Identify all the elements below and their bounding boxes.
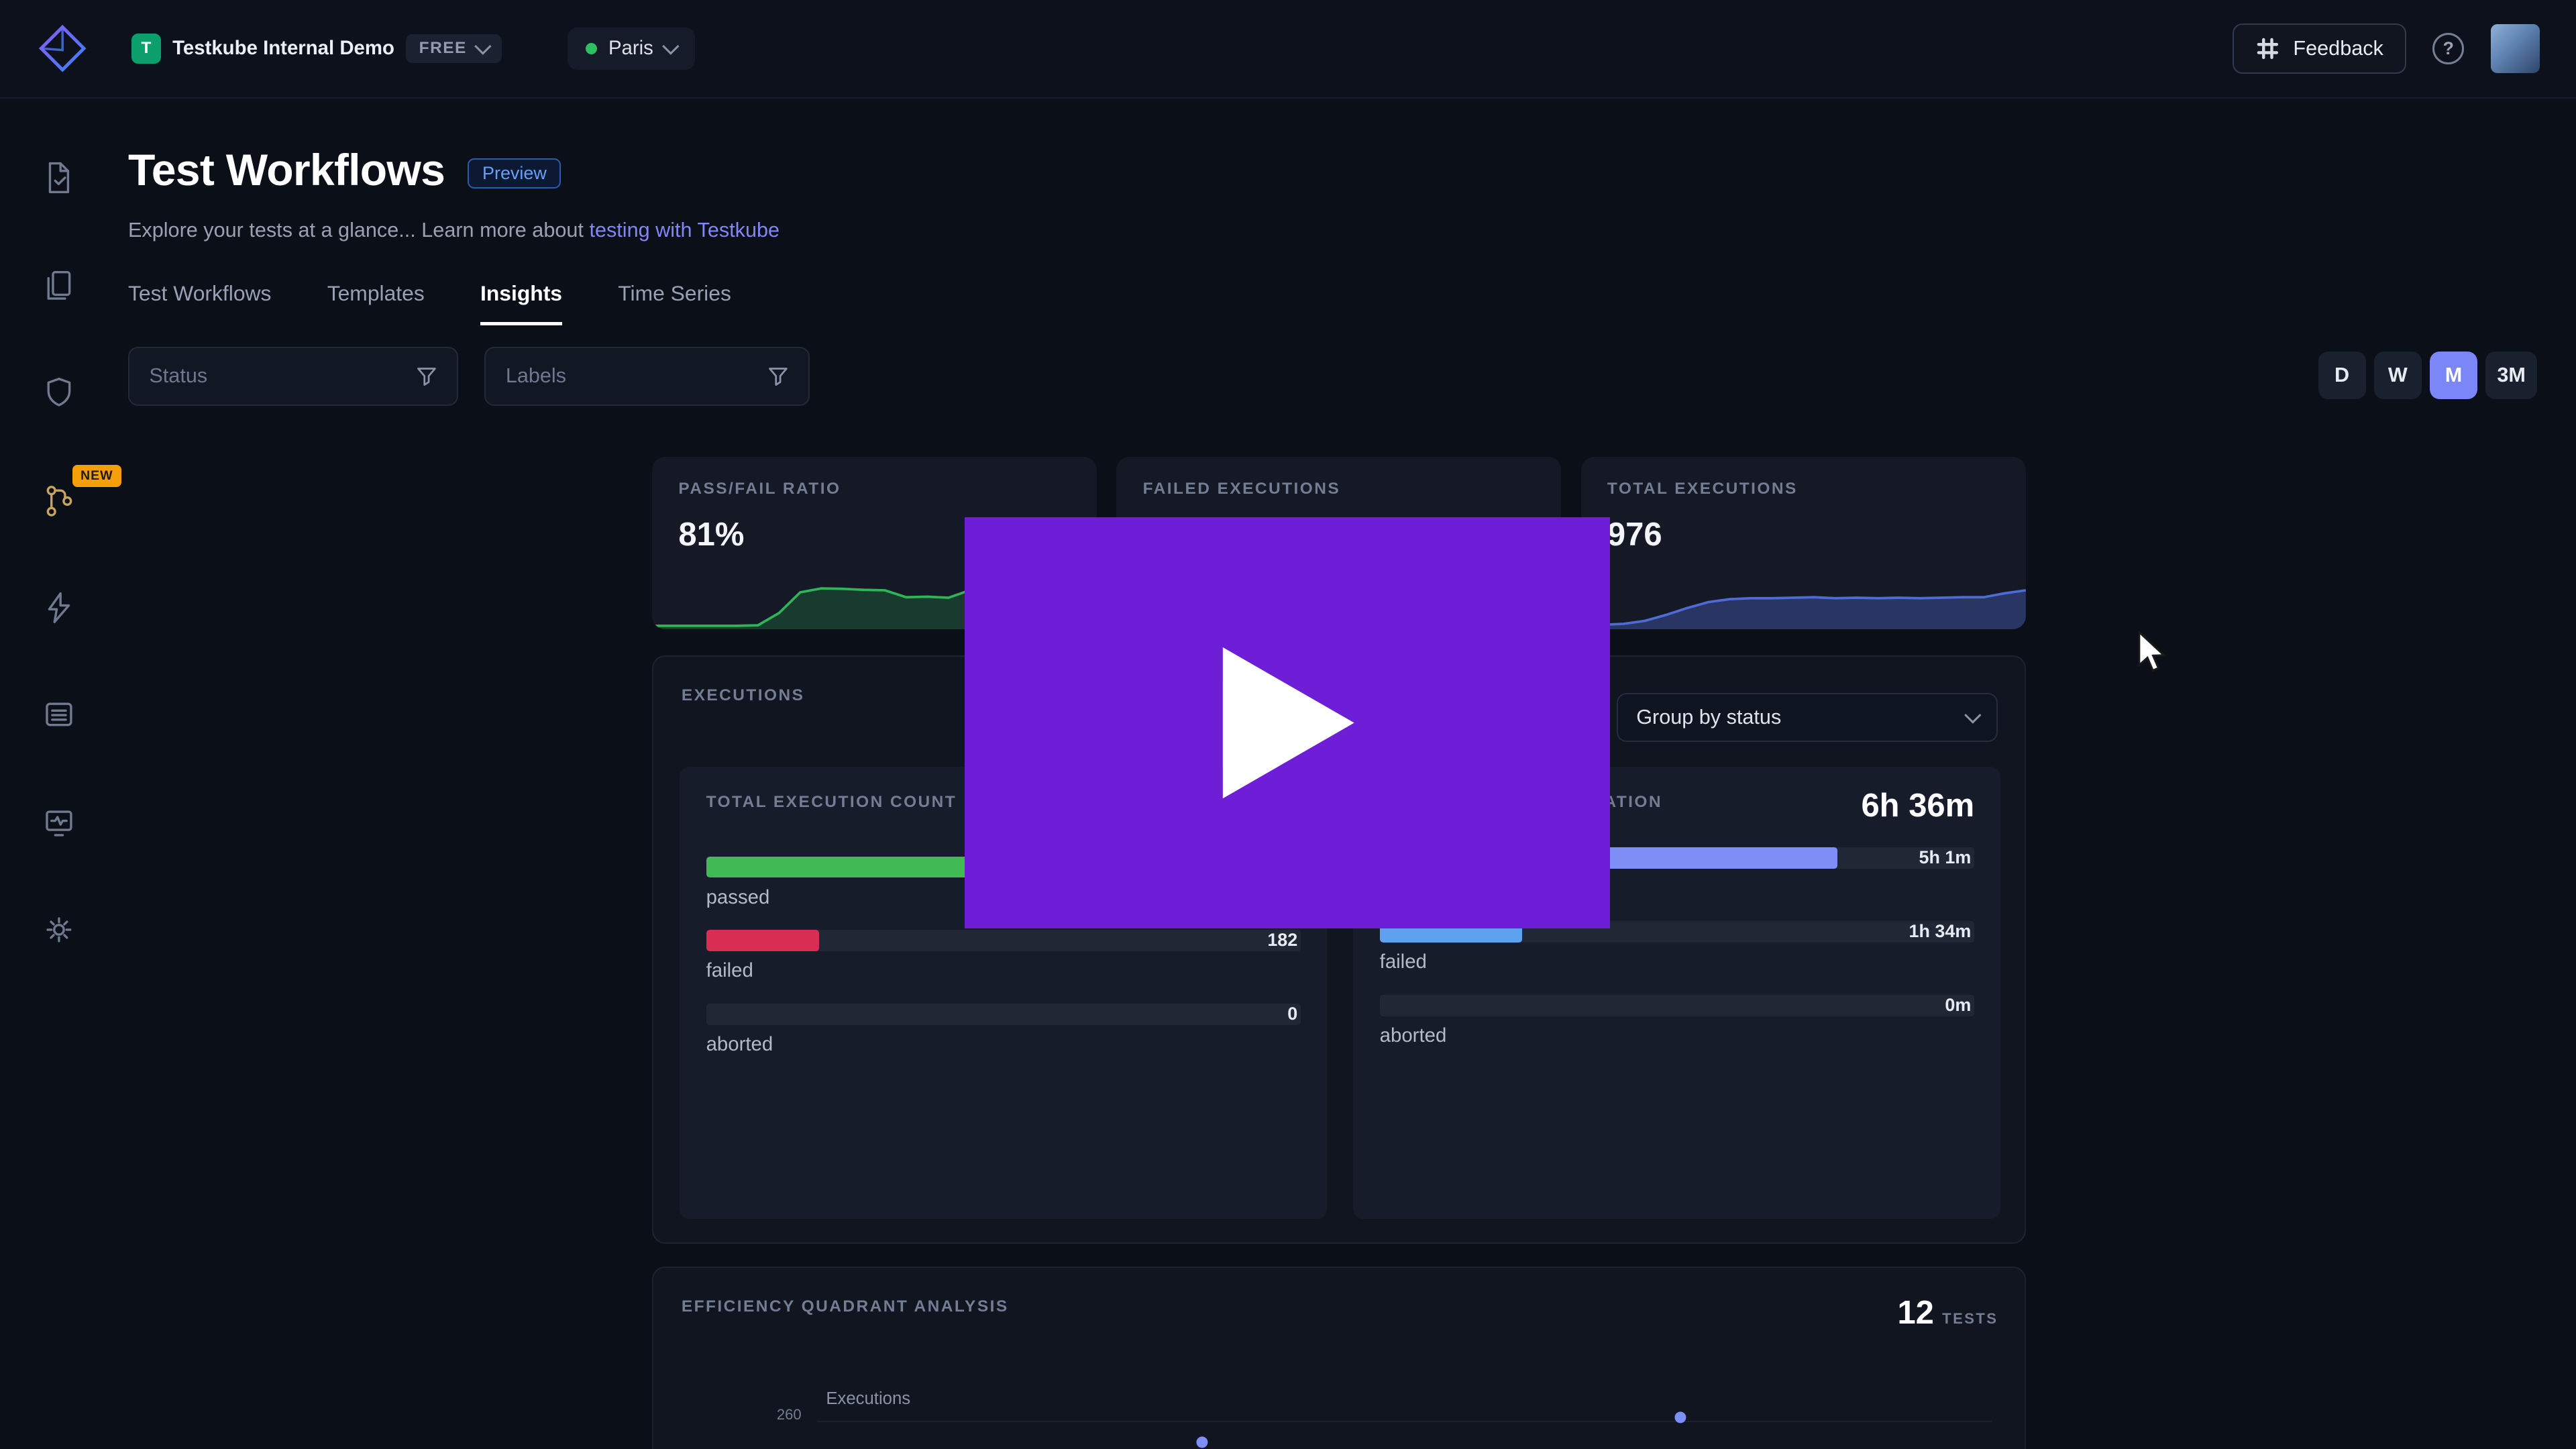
quadrant-plot — [653, 1268, 2024, 1449]
preview-badge: Preview — [468, 158, 561, 189]
quadrant-title: EFFICIENCY QUADRANT ANALYSIS — [681, 1297, 1009, 1316]
quadrant-panel: EFFICIENCY QUADRANT ANALYSIS 12 TESTS Ex… — [652, 1267, 2026, 1449]
sidebar-item-status-pages[interactable] — [41, 805, 77, 841]
labels-filter[interactable]: Labels — [484, 346, 810, 406]
status-filter[interactable]: Status — [128, 346, 459, 406]
count-card-title: TOTAL EXECUTION COUNT — [706, 793, 957, 812]
bar-fill-failed — [706, 930, 820, 952]
range-day-button[interactable]: D — [2318, 352, 2366, 400]
subtitle-text: Explore your tests at a glance... Learn … — [128, 218, 584, 241]
stat-value: 81% — [678, 516, 745, 553]
docs-link[interactable]: testing with Testkube — [589, 218, 780, 241]
sidebar-item-sources[interactable] — [41, 696, 77, 733]
chevron-down-icon — [474, 38, 491, 55]
play-icon[interactable] — [1216, 644, 1358, 802]
bar-value: 182 — [1267, 930, 1298, 951]
stat-label: PASS/FAIL RATIO — [678, 480, 841, 498]
env-status-dot — [585, 42, 597, 55]
execution-duration-card: TOTAL EXECUTION DURATION 6h 36m 5h 1m pa… — [1353, 767, 2001, 1219]
top-bar: T Testkube Internal Demo FREE Paris Feed… — [0, 0, 2576, 99]
stat-value: 976 — [1607, 516, 1662, 553]
plan-pill[interactable]: FREE — [406, 34, 502, 63]
group-by-select[interactable]: Group by status — [1617, 693, 1998, 743]
page-title: Test Workflows — [128, 145, 445, 195]
testkube-logo-icon[interactable] — [36, 22, 89, 74]
bar-value: 5h 1m — [1919, 847, 1972, 867]
tab-bar: Test Workflows Templates Insights Time S… — [128, 280, 731, 326]
environment-selector[interactable]: Paris — [567, 27, 695, 70]
user-avatar[interactable] — [2490, 23, 2540, 74]
bar-row-failed: 182 failed — [706, 930, 1301, 982]
env-name: Paris — [608, 37, 653, 60]
y-axis-label: Executions — [826, 1389, 911, 1409]
sidebar-item-test-suites[interactable] — [41, 268, 77, 304]
tab-insights[interactable]: Insights — [480, 281, 562, 326]
duration-total: 6h 36m — [1861, 787, 1975, 824]
stat-label: FAILED EXECUTIONS — [1142, 480, 1341, 498]
range-week-button[interactable]: W — [2373, 352, 2422, 400]
gridline — [818, 1420, 1992, 1423]
tab-time-series[interactable]: Time Series — [618, 280, 731, 305]
scatter-dot — [1196, 1436, 1208, 1448]
chevron-down-icon — [662, 38, 680, 55]
bar-value: 0m — [1945, 994, 1972, 1015]
status-placeholder: Status — [149, 364, 208, 388]
tab-test-workflows[interactable]: Test Workflows — [128, 280, 272, 305]
tests-label: TESTS — [1942, 1310, 1998, 1328]
help-icon[interactable]: ? — [2432, 32, 2465, 65]
org-name: Testkube Internal Demo — [172, 37, 394, 60]
bar-value: 0 — [1287, 1004, 1298, 1024]
sidebar-item-workflows[interactable] — [41, 483, 77, 519]
org-badge: T — [131, 34, 161, 64]
bar-label: passed — [706, 885, 770, 908]
bar-row-aborted: 0 aborted — [706, 1004, 1301, 1056]
bar-track — [706, 930, 1301, 952]
y-axis-tick: 260 — [776, 1405, 802, 1423]
tests-count: 12 TESTS — [1897, 1294, 1998, 1332]
bar-value: 1h 34m — [1909, 920, 1972, 941]
time-range-group: D W M 3M — [2318, 352, 2538, 400]
bar-label: failed — [706, 959, 753, 982]
feedback-button[interactable]: Feedback — [2233, 23, 2406, 74]
executions-panel-title: EXECUTIONS — [681, 686, 805, 705]
tests-value: 12 — [1897, 1295, 1934, 1332]
org-switcher[interactable]: T Testkube Internal Demo FREE — [131, 34, 502, 64]
sidebar-item-tests[interactable] — [41, 160, 77, 196]
range-month-button[interactable]: M — [2430, 352, 2478, 400]
page-subtitle: Explore your tests at a glance... Learn … — [128, 219, 780, 242]
range-3month-button[interactable]: 3M — [2485, 352, 2538, 400]
feedback-label: Feedback — [2293, 36, 2383, 60]
filter-funnel-icon — [769, 368, 788, 386]
video-overlay[interactable] — [964, 517, 1610, 928]
stat-label: TOTAL EXECUTIONS — [1607, 480, 1798, 498]
bar-track — [706, 1004, 1301, 1026]
bar-label: aborted — [1379, 1024, 1447, 1046]
mouse-cursor — [2138, 631, 2166, 672]
group-by-value: Group by status — [1636, 706, 1782, 729]
sidebar-item-settings[interactable] — [41, 912, 77, 948]
bar-label: aborted — [706, 1033, 773, 1056]
bar-label: failed — [1379, 950, 1427, 973]
bar-row-failed: 1h 34m failed — [1379, 920, 1975, 973]
tab-templates[interactable]: Templates — [327, 280, 425, 305]
bar-row-aborted: 0m aborted — [1379, 994, 1975, 1047]
new-badge: NEW — [72, 465, 121, 487]
labels-placeholder: Labels — [505, 364, 567, 388]
sidebar-item-triggers[interactable] — [41, 590, 77, 626]
total-executions-card: TOTAL EXECUTIONS 976 — [1580, 456, 2026, 629]
bar-track — [1379, 994, 1975, 1016]
plan-label: FREE — [419, 39, 467, 58]
execution-count-card: TOTAL EXECUTION COUNT passed 182 failed — [680, 767, 1328, 1219]
slack-icon — [2257, 38, 2279, 60]
sidebar-item-executors[interactable] — [41, 374, 77, 411]
total-executions-sparkline — [1580, 574, 2026, 629]
chevron-down-icon — [1964, 706, 1982, 724]
filter-funnel-icon — [417, 368, 436, 386]
scatter-dot — [1674, 1411, 1686, 1424]
